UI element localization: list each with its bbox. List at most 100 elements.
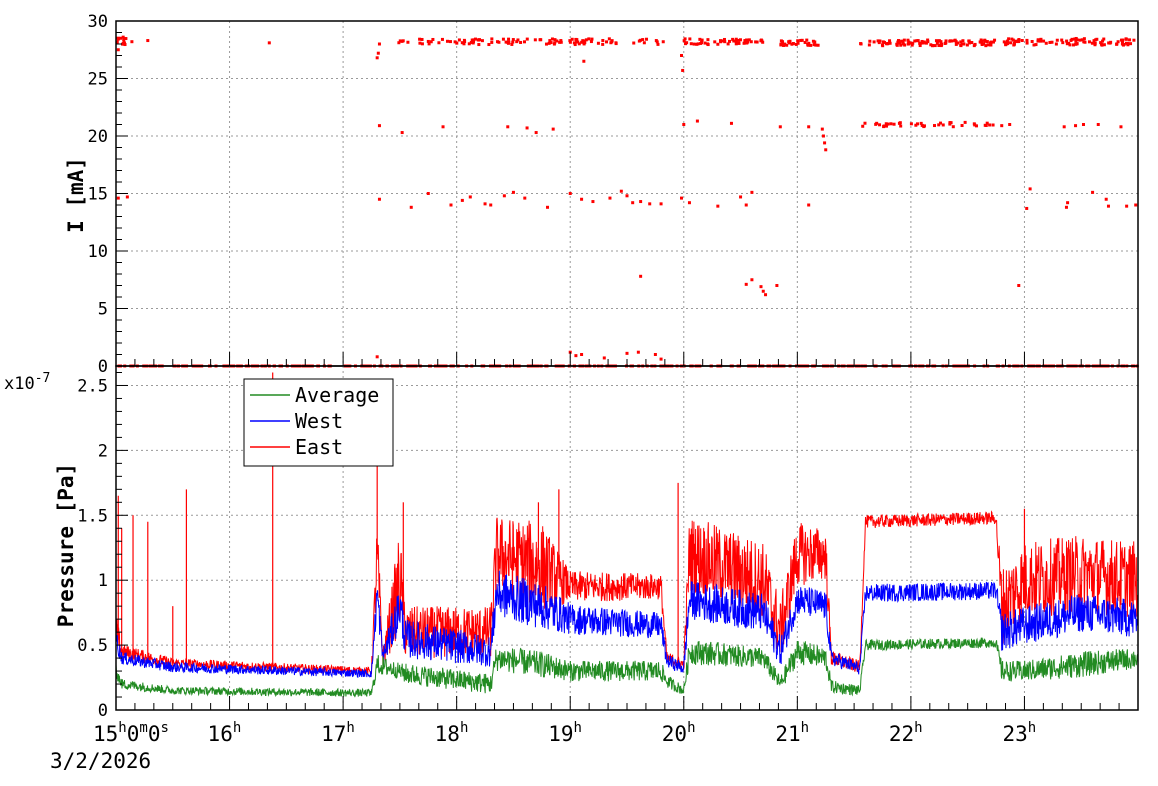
current-data-point bbox=[1099, 41, 1103, 45]
current-data-point bbox=[601, 38, 605, 42]
current-data-point bbox=[1008, 123, 1012, 126]
current-data-point bbox=[553, 41, 557, 45]
current-data-point bbox=[1060, 38, 1064, 42]
x-origin-label: 15h0m0s bbox=[93, 720, 169, 746]
current-data-point bbox=[1039, 37, 1043, 41]
current-data-point bbox=[896, 40, 900, 44]
current-data-point bbox=[119, 36, 123, 40]
current-data-point bbox=[462, 42, 466, 46]
current-data-point bbox=[546, 205, 550, 209]
current-panel: 0 5 10 15 20 25 30 I [mA] bbox=[64, 12, 1139, 377]
current-y-tick-label: 5 bbox=[98, 300, 108, 320]
current-data-point bbox=[1094, 38, 1098, 42]
current-data-point bbox=[462, 38, 466, 42]
pressure-y-exponent-base: x10 bbox=[4, 374, 35, 394]
current-data-point bbox=[1128, 38, 1132, 42]
current-data-point bbox=[970, 41, 974, 45]
current-data-point bbox=[867, 43, 871, 47]
current-data-point bbox=[1030, 39, 1034, 43]
current-data-point bbox=[1073, 37, 1077, 41]
x-hour-unit: h bbox=[1028, 720, 1036, 736]
current-data-point bbox=[1074, 124, 1078, 128]
current-data-point bbox=[779, 42, 783, 46]
x-hour-label: 20h bbox=[662, 720, 696, 746]
current-data-point bbox=[1101, 39, 1105, 43]
current-data-point bbox=[533, 38, 537, 42]
current-data-point bbox=[747, 38, 751, 42]
current-data-point bbox=[939, 41, 943, 45]
current-data-point bbox=[874, 122, 878, 126]
current-data-point bbox=[978, 40, 982, 44]
current-data-point bbox=[1054, 42, 1058, 46]
current-data-point bbox=[954, 42, 958, 46]
current-data-point bbox=[449, 203, 453, 207]
current-data-point bbox=[985, 40, 989, 44]
current-data-point bbox=[1064, 205, 1068, 209]
current-data-point bbox=[716, 204, 720, 208]
current-data-point bbox=[473, 37, 477, 41]
current-data-point bbox=[636, 350, 640, 354]
pressure-y-exponent: x10-7 bbox=[4, 371, 50, 394]
current-data-point bbox=[878, 39, 882, 43]
current-data-point bbox=[1042, 39, 1046, 43]
current-data-point bbox=[1061, 41, 1065, 45]
current-data-point bbox=[397, 41, 401, 45]
current-data-point bbox=[638, 38, 642, 42]
current-data-point bbox=[913, 39, 917, 43]
current-data-point bbox=[400, 131, 404, 135]
current-data-point bbox=[267, 41, 271, 45]
current-data-point bbox=[892, 122, 896, 126]
current-data-point bbox=[1104, 197, 1108, 201]
current-data-point bbox=[980, 42, 984, 46]
current-data-point bbox=[418, 41, 422, 45]
current-data-point bbox=[729, 121, 733, 125]
current-data-point bbox=[426, 39, 430, 43]
current-data-point bbox=[409, 205, 413, 209]
current-data-point bbox=[731, 37, 735, 41]
current-data-point bbox=[882, 124, 886, 128]
current-data-point bbox=[984, 123, 988, 127]
current-data-point bbox=[924, 41, 928, 45]
current-axis-ticks bbox=[115, 20, 1139, 367]
current-data-point bbox=[576, 40, 580, 44]
current-data-point bbox=[911, 41, 915, 45]
current-data-point bbox=[816, 43, 820, 47]
current-data-point bbox=[559, 39, 563, 43]
current-data-point bbox=[525, 126, 529, 130]
current-data-point bbox=[555, 39, 559, 43]
current-data-point bbox=[639, 274, 643, 278]
current-data-point bbox=[761, 40, 765, 44]
current-data-point bbox=[608, 196, 612, 200]
current-data-point bbox=[900, 39, 904, 43]
current-data-point bbox=[807, 41, 811, 45]
current-data-point bbox=[918, 44, 922, 48]
pressure-legend: Average West East bbox=[243, 378, 394, 467]
current-data-point bbox=[121, 42, 125, 46]
current-data-point bbox=[1012, 43, 1016, 47]
current-data-point bbox=[823, 141, 827, 145]
current-data-point bbox=[936, 39, 940, 43]
current-data-point bbox=[723, 40, 727, 44]
current-data-point bbox=[501, 37, 505, 41]
current-data-point bbox=[959, 44, 963, 48]
current-data-point bbox=[799, 38, 803, 42]
current-data-point bbox=[950, 39, 954, 43]
current-data-point bbox=[659, 202, 663, 206]
current-data-point bbox=[559, 40, 563, 44]
current-data-point bbox=[507, 37, 511, 41]
pressure-series-line bbox=[115, 510, 1139, 676]
current-data-point bbox=[1087, 40, 1091, 44]
current-data-point bbox=[582, 59, 586, 63]
current-data-point bbox=[506, 40, 510, 44]
current-data-point bbox=[794, 42, 798, 46]
current-data-point bbox=[1078, 38, 1082, 42]
current-data-point bbox=[682, 123, 686, 126]
current-data-point bbox=[577, 42, 581, 46]
current-data-point bbox=[985, 121, 989, 125]
current-data-point bbox=[1102, 37, 1106, 41]
current-data-point bbox=[906, 42, 910, 46]
current-data-point bbox=[124, 37, 128, 41]
current-data-point bbox=[570, 37, 574, 41]
current-data-point bbox=[961, 39, 965, 43]
current-data-point bbox=[420, 37, 424, 41]
